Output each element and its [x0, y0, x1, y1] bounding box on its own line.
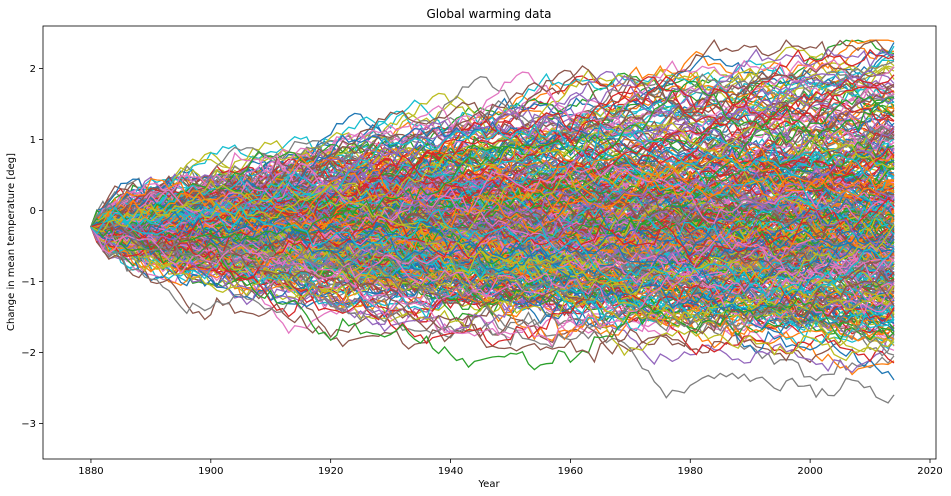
y-tick-label: −1 — [21, 277, 36, 288]
series-line — [90, 216, 895, 371]
y-axis: −3 −2 −1 0 1 2 — [21, 64, 43, 430]
x-tick-label: 1880 — [78, 466, 103, 477]
series-line — [90, 48, 895, 239]
series-line — [90, 226, 895, 404]
x-tick-label: 1940 — [438, 466, 463, 477]
x-axis-label: Year — [477, 479, 500, 490]
x-tick-label: 2020 — [917, 466, 942, 477]
series-line — [90, 180, 895, 262]
x-axis: 1880 1900 1920 1940 1960 1980 2000 2020 — [78, 459, 943, 477]
series-line — [90, 226, 895, 313]
series-line — [90, 225, 895, 364]
series-line — [90, 131, 895, 228]
series-line — [90, 154, 895, 236]
y-tick-label: 2 — [30, 64, 36, 75]
series-line — [90, 167, 895, 248]
series-line — [90, 174, 895, 234]
series-line — [90, 60, 895, 232]
y-tick-label: 0 — [30, 206, 36, 217]
series-line — [90, 45, 895, 236]
x-tick-label: 1960 — [558, 466, 583, 477]
chart-title: Global warming data — [426, 7, 551, 21]
series-layer — [90, 39, 895, 404]
series-line — [90, 72, 895, 254]
series-line — [90, 202, 895, 303]
x-tick-label: 1900 — [198, 466, 223, 477]
y-tick-label: −2 — [21, 348, 36, 359]
y-tick-label: −3 — [21, 419, 36, 430]
series-line — [90, 74, 895, 240]
series-line — [90, 71, 895, 228]
plot-area — [42, 25, 937, 460]
series-line — [90, 122, 895, 234]
series-line — [90, 80, 895, 248]
series-line — [90, 211, 895, 328]
x-tick-label: 1980 — [678, 466, 703, 477]
x-tick-label: 2000 — [797, 466, 822, 477]
x-tick-label: 1920 — [318, 466, 343, 477]
axes-frame — [42, 25, 937, 460]
series-line — [90, 121, 895, 228]
y-tick-label: 1 — [30, 135, 36, 146]
series-line — [90, 223, 895, 356]
series-line — [90, 197, 895, 281]
series-line — [90, 215, 895, 314]
series-line — [90, 183, 895, 295]
y-axis-label: Change in mean temperature [deg] — [6, 153, 17, 331]
